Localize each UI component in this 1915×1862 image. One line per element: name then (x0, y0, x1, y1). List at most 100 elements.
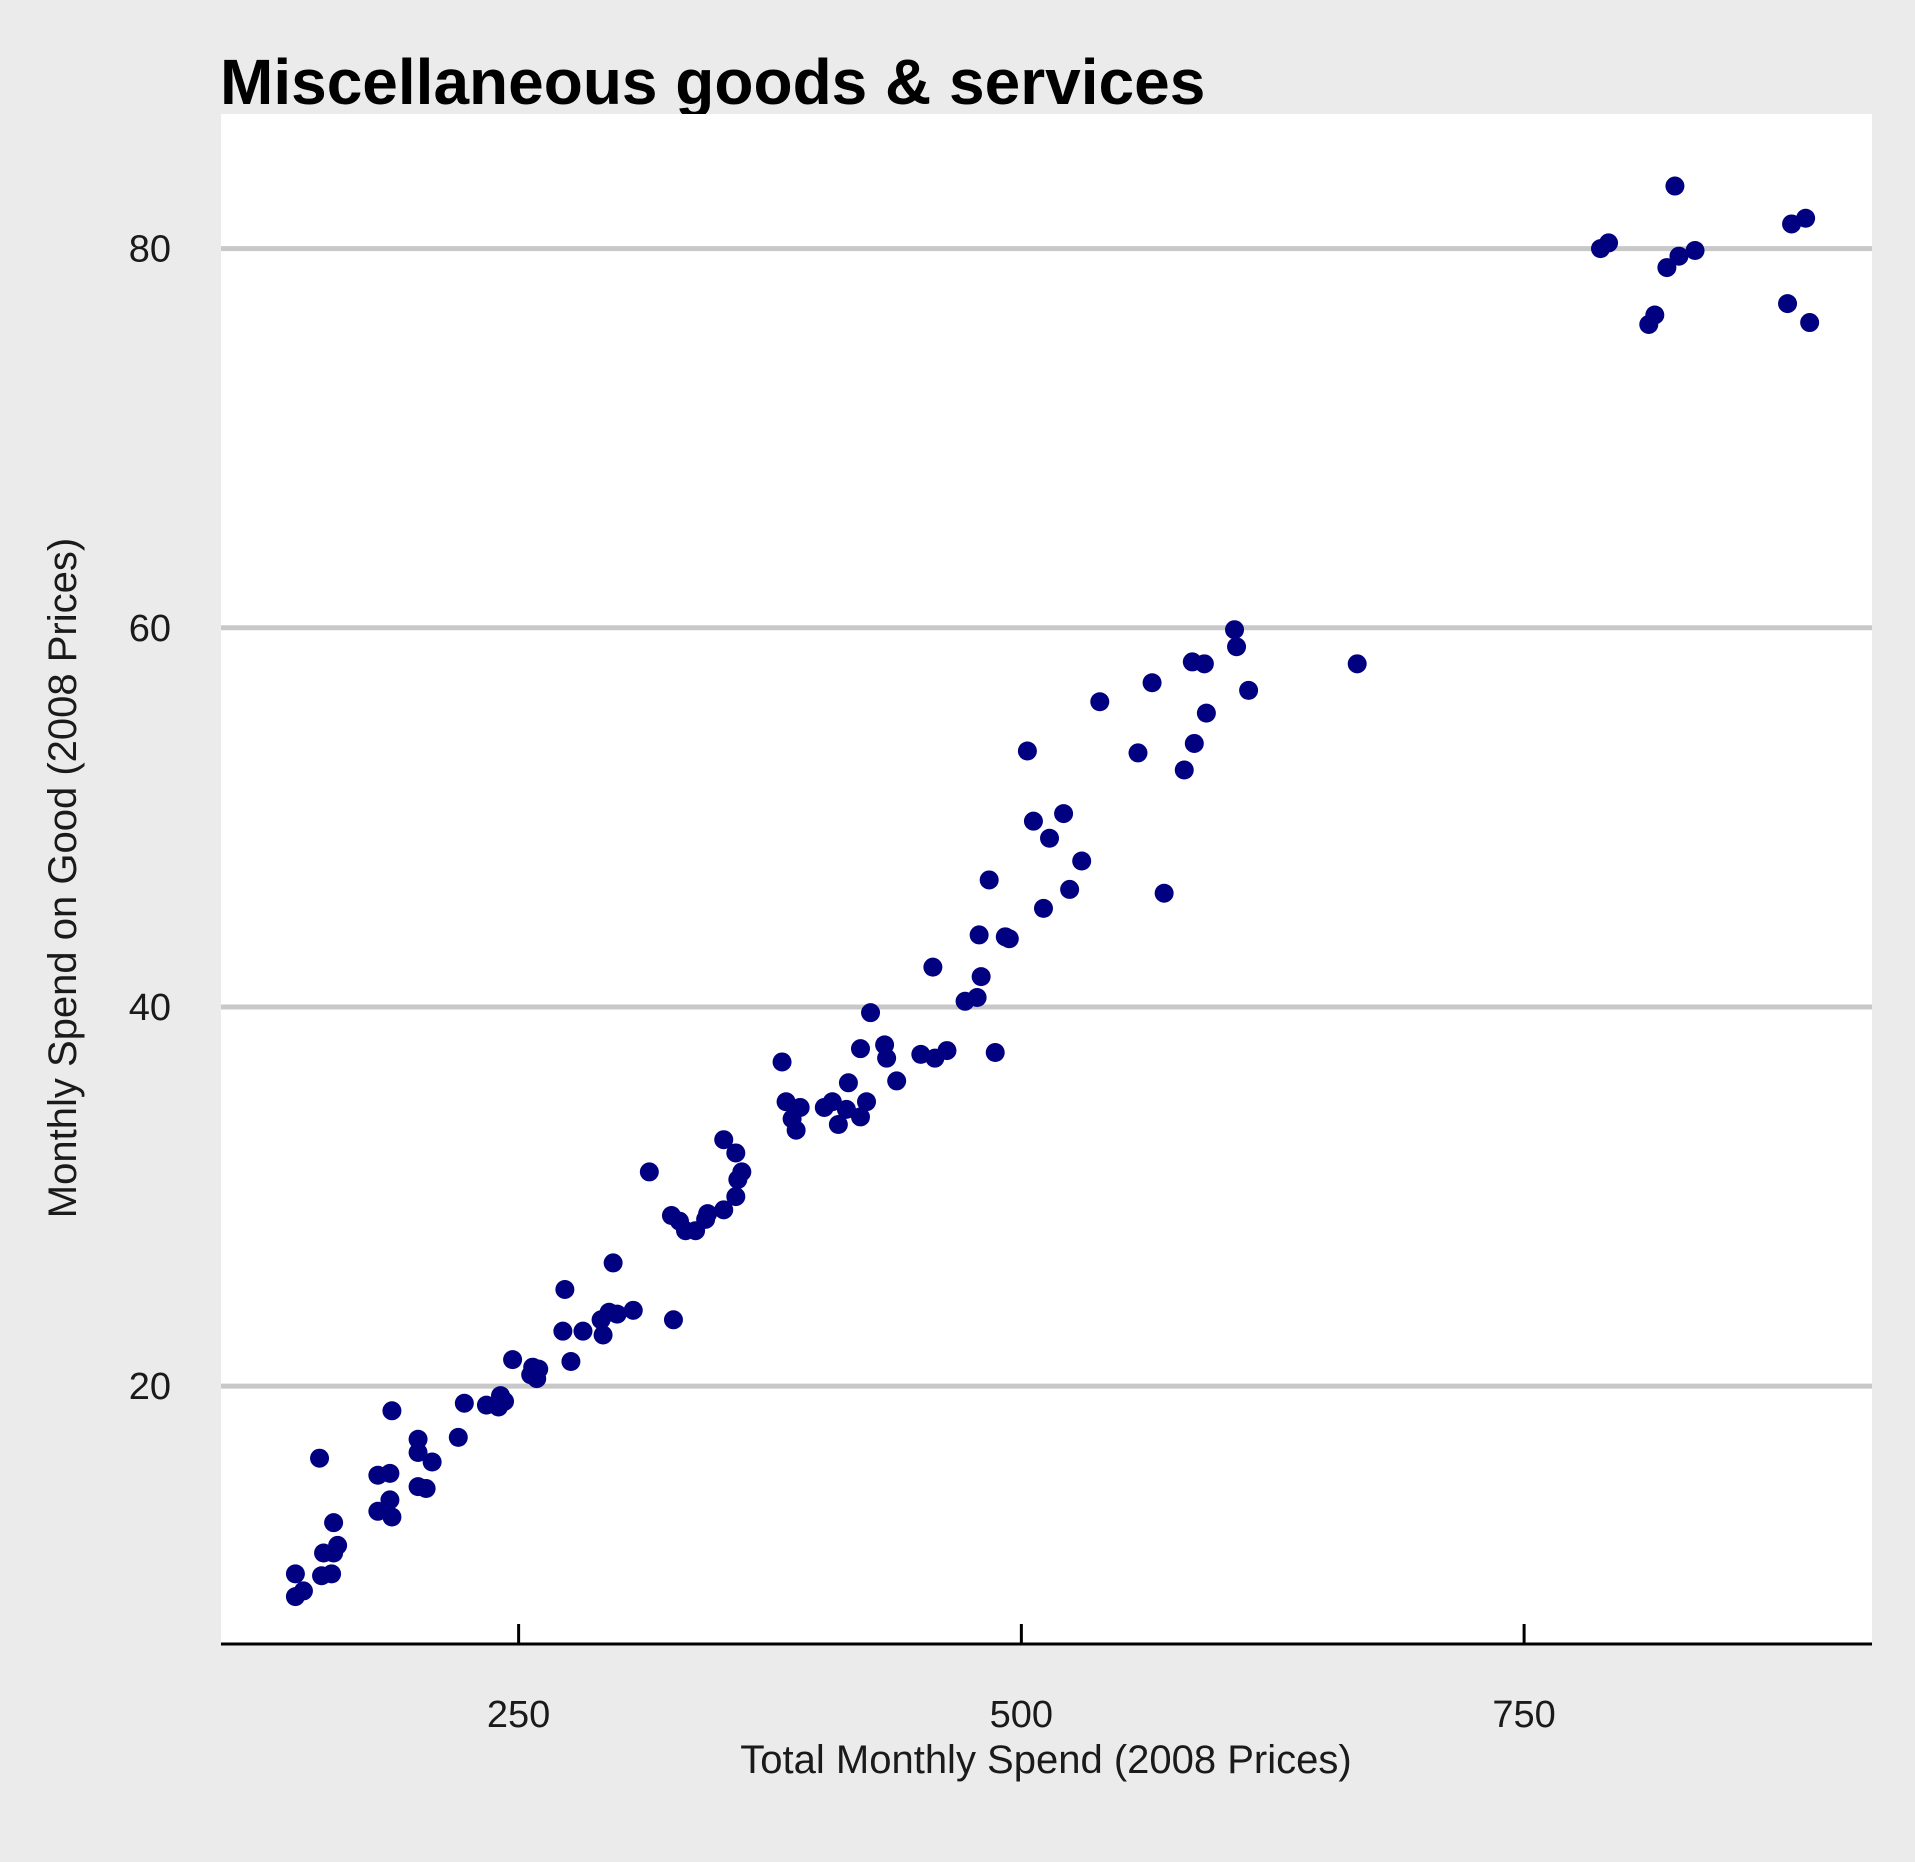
data-point (1060, 879, 1080, 899)
data-point (985, 1042, 1005, 1062)
data-point (322, 1564, 342, 1584)
data-point (1128, 743, 1148, 763)
data-point (1154, 883, 1174, 903)
data-point (603, 1253, 623, 1273)
x-tick-label: 750 (1492, 1694, 1555, 1736)
data-point (555, 1279, 575, 1299)
data-point (293, 1581, 313, 1601)
x-axis-label: Total Monthly Spend (2008 Prices) (740, 1738, 1351, 1782)
data-point (772, 1052, 792, 1072)
data-point (1778, 294, 1798, 314)
data-point (310, 1448, 330, 1468)
data-point (822, 1092, 842, 1112)
y-tick-label: 20 (129, 1366, 171, 1408)
data-point (1665, 176, 1685, 196)
data-point (979, 870, 999, 890)
data-point (1033, 898, 1053, 918)
data-point (857, 1092, 877, 1112)
y-tick-label: 40 (129, 987, 171, 1029)
y-axis-label: Monthly Spend on Good (2008 Prices) (41, 538, 85, 1218)
data-point (1090, 692, 1110, 712)
data-point (1800, 313, 1820, 333)
data-point (1239, 680, 1259, 700)
data-point (1669, 246, 1689, 266)
data-point (408, 1443, 428, 1463)
data-point (380, 1463, 400, 1483)
data-point (1184, 733, 1204, 753)
data-point (828, 1115, 848, 1135)
data-point (285, 1564, 305, 1584)
data-point (639, 1162, 659, 1182)
data-point (999, 929, 1019, 949)
data-point (593, 1325, 613, 1345)
data-point (861, 1003, 881, 1023)
data-point (623, 1300, 643, 1320)
plot-panel (221, 114, 1872, 1644)
data-point (836, 1099, 856, 1119)
data-point (448, 1427, 468, 1447)
data-point (732, 1162, 752, 1182)
x-tick-label: 250 (487, 1694, 550, 1736)
data-point (969, 925, 989, 945)
data-point (1657, 258, 1677, 278)
data-point (663, 1310, 683, 1330)
data-point (1196, 703, 1216, 723)
data-point (503, 1350, 523, 1370)
data-point (838, 1073, 858, 1093)
y-axis-ticks: 20 40 60 80 (129, 229, 171, 1409)
data-point (382, 1507, 402, 1527)
data-point (382, 1401, 402, 1421)
data-point (714, 1130, 734, 1150)
data-point (850, 1039, 870, 1059)
data-point (529, 1359, 549, 1379)
y-tick-label: 60 (129, 608, 171, 650)
data-point (937, 1041, 957, 1061)
data-point (1174, 760, 1194, 780)
data-point (850, 1107, 870, 1127)
data-point (923, 957, 943, 977)
data-point (495, 1391, 515, 1411)
data-point (1645, 305, 1665, 325)
data-point (1040, 828, 1060, 848)
chart-title: Miscellaneous goods & services (220, 46, 1205, 118)
data-point (416, 1479, 436, 1499)
data-point (408, 1429, 428, 1449)
data-point (1685, 241, 1705, 261)
data-point (1194, 654, 1214, 674)
data-point (1072, 851, 1092, 871)
data-point (1142, 673, 1162, 693)
data-point (1599, 233, 1619, 253)
data-point (1023, 811, 1043, 831)
x-tick-label: 500 (990, 1694, 1053, 1736)
data-point (967, 987, 987, 1007)
data-point (324, 1513, 344, 1533)
data-point (786, 1120, 806, 1140)
data-point (877, 1048, 897, 1068)
data-point (714, 1200, 734, 1220)
data-point (1017, 741, 1037, 761)
data-point (790, 1097, 810, 1117)
data-point (726, 1187, 746, 1207)
data-points (285, 176, 1820, 1607)
data-point (553, 1321, 573, 1341)
data-point (454, 1393, 474, 1413)
x-axis-ticks: 250 500 750 (487, 1624, 1556, 1736)
data-point (573, 1321, 593, 1341)
data-point (698, 1204, 718, 1224)
data-point (1225, 620, 1245, 640)
data-point (887, 1071, 907, 1091)
data-point (607, 1304, 627, 1324)
data-point (328, 1535, 348, 1555)
data-point (561, 1352, 581, 1372)
data-point (726, 1143, 746, 1163)
data-point (1796, 208, 1816, 228)
data-point (1054, 804, 1074, 824)
data-point (380, 1490, 400, 1510)
data-point (1227, 637, 1247, 657)
data-point (1347, 654, 1367, 674)
y-tick-label: 80 (129, 229, 171, 271)
data-point (971, 967, 991, 987)
data-point (422, 1452, 442, 1472)
